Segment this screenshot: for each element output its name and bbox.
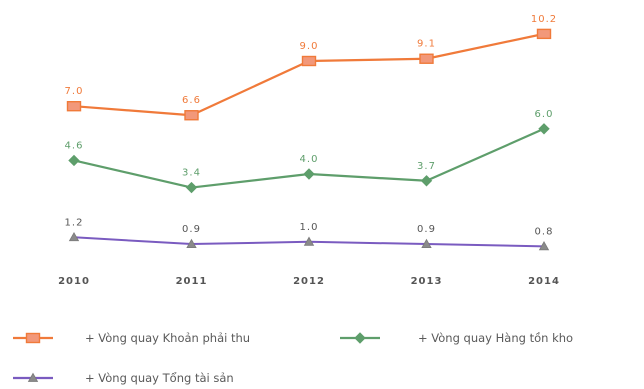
data-label-1-2011: 6.6 [182, 95, 201, 106]
x-tick-label-2013: 2013 [411, 276, 443, 287]
data-label-3-2014: 0.8 [535, 226, 554, 237]
data-label-1-2013: 9.1 [417, 39, 436, 50]
data-point-1-2010 [66, 100, 82, 112]
data-label-2-2011: 3.4 [182, 168, 201, 179]
data-point-3-2014 [538, 241, 550, 251]
data-point-3-2012 [303, 236, 315, 246]
data-point-3-2011 [186, 238, 197, 248]
data-label-2-2010: 4.6 [65, 140, 84, 151]
legend-label: + Vòng quay Khoản phải thu [85, 331, 250, 345]
data-point-2-2013 [420, 175, 433, 187]
legend-swatch-marker [354, 332, 366, 344]
data-label-3-2012: 1.0 [300, 222, 319, 233]
legend: + Vòng quay Khoản phải thu + Vòng quay Hà… [13, 331, 573, 385]
data-point-1-2013 [419, 53, 434, 64]
x-axis: 2010 2011 2012 2013 2014 [58, 276, 560, 287]
data-point-3-2013 [421, 238, 432, 248]
series-markers [66, 28, 552, 251]
legend-label: + Vòng quay Tổng tài sản [85, 371, 234, 385]
data-label-1-2014: 10.2 [531, 14, 557, 25]
x-tick-label-2012: 2012 [293, 276, 325, 287]
data-label-3-2010: 1.2 [65, 217, 84, 228]
x-tick-label-2014: 2014 [528, 276, 560, 287]
x-tick-label-2011: 2011 [176, 276, 208, 287]
data-point-1-2014 [536, 28, 552, 40]
data-label-1-2012: 9.0 [300, 41, 319, 52]
data-point-1-2012 [301, 55, 317, 67]
data-label-2-2013: 3.7 [417, 161, 436, 172]
data-point-1-2011 [184, 110, 199, 121]
legend-item-2: + Vòng quay Hàng tồn kho [340, 331, 573, 345]
legend-item-3: + Vòng quay Tổng tài sản [13, 371, 234, 385]
legend-swatch-marker [27, 372, 39, 382]
data-labels: 7.0 6.6 9.0 9.1 10.2 4.6 3.4 4.0 3.7 6.0 1.2 0.9 1.0… [65, 14, 557, 237]
legend-swatch-marker [25, 332, 41, 344]
data-point-2-2012 [303, 168, 315, 180]
data-point-3-2010 [68, 231, 80, 242]
legend-label: + Vòng quay Hàng tồn kho [418, 331, 573, 345]
data-label-2-2014: 6.0 [535, 109, 554, 120]
data-point-2-2014 [538, 123, 550, 135]
legend-item-1: + Vòng quay Khoản phải thu [13, 331, 250, 345]
x-tick-label-2010: 2010 [58, 276, 90, 287]
data-point-2-2011 [185, 181, 198, 194]
data-label-2-2012: 4.0 [300, 154, 319, 165]
data-label-3-2013: 0.9 [417, 224, 436, 235]
data-label-3-2011: 0.9 [182, 224, 201, 235]
data-point-2-2010 [68, 154, 80, 167]
data-label-1-2010: 7.0 [65, 86, 84, 97]
